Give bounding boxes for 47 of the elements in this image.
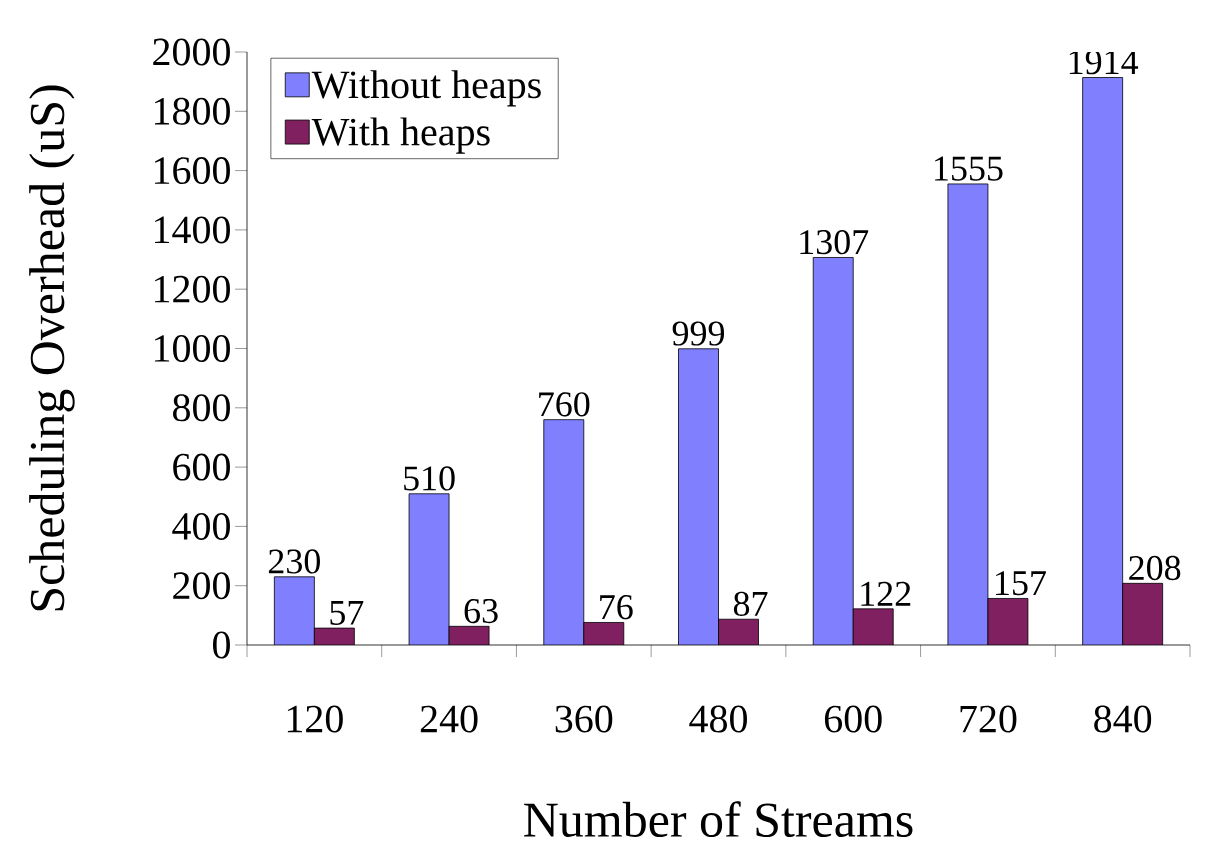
- data-label: 57: [330, 600, 364, 625]
- y-tick-label: 600: [173, 453, 230, 481]
- data-label: 1555: [935, 156, 1003, 181]
- y-tick-label: 1200: [154, 275, 230, 303]
- data-label: 63: [464, 598, 498, 624]
- bar: [718, 619, 759, 645]
- x-axis-title: Number of Streams: [524, 801, 913, 838]
- bar: [987, 598, 1028, 645]
- data-label: 208: [1129, 555, 1181, 581]
- bar: [583, 622, 624, 645]
- bar: [543, 419, 584, 645]
- bar: [409, 493, 450, 645]
- y-tick-label: 2000: [153, 38, 230, 66]
- y-tick-label: 400: [172, 512, 230, 540]
- data-label: 510: [404, 466, 455, 491]
- data-label: 122: [861, 581, 911, 606]
- y-axis-title: Scheduling Overhead (uS): [29, 85, 75, 611]
- y-tick-label: 1600: [154, 157, 230, 185]
- y-tick-label: 1000: [154, 334, 230, 362]
- bar: [1122, 582, 1164, 645]
- bar: [853, 608, 894, 645]
- bar: [947, 183, 988, 645]
- x-tick-label: 720: [960, 705, 1017, 733]
- data-label: 230: [268, 549, 320, 574]
- bar: [274, 576, 315, 645]
- x-tick-label: 120: [287, 705, 343, 733]
- x-tick-label: 840: [1094, 705, 1152, 733]
- bar: [813, 257, 854, 645]
- data-label: 76: [600, 595, 633, 620]
- x-tick-label: 360: [555, 705, 613, 733]
- data-label: 157: [996, 571, 1046, 596]
- data-label: 999: [672, 321, 725, 346]
- y-tick-label: 0: [213, 631, 230, 659]
- y-tick-label: 200: [173, 572, 230, 600]
- bar: [678, 348, 719, 645]
- x-tick-label: 240: [420, 705, 478, 733]
- y-tick-label: 800: [173, 394, 230, 422]
- data-label: 87: [733, 591, 768, 617]
- x-tick-label: 600: [824, 705, 882, 733]
- data-label: 760: [539, 392, 590, 417]
- legend-label: Without heaps: [311, 70, 541, 107]
- data-label: 1307: [800, 229, 869, 255]
- legend-label: With heaps: [311, 117, 490, 154]
- bar: [1082, 77, 1124, 645]
- x-tick-label: 480: [689, 705, 747, 733]
- y-tick-label: 1400: [154, 216, 230, 244]
- y-tick-label: 1800: [154, 97, 230, 125]
